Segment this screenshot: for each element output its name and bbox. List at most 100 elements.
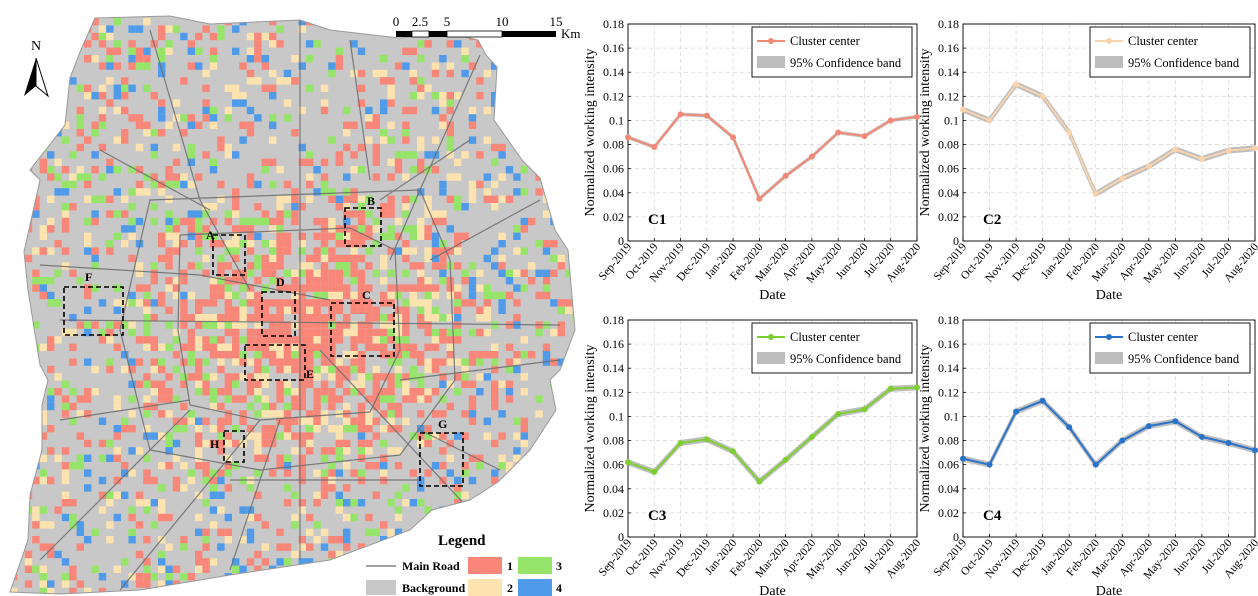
data-point bbox=[703, 112, 710, 119]
data-point bbox=[1172, 146, 1179, 153]
data-point bbox=[1066, 129, 1073, 136]
data-point bbox=[730, 134, 737, 141]
region-f-box bbox=[63, 286, 124, 336]
y-tick-label: 0.02 bbox=[603, 506, 624, 520]
data-point bbox=[625, 459, 631, 466]
data-point bbox=[1145, 423, 1152, 430]
legend-band-swatch bbox=[757, 56, 785, 68]
y-tick-label: 0.14 bbox=[603, 361, 624, 375]
data-point bbox=[1039, 93, 1046, 100]
y-tick-label: 0.16 bbox=[938, 41, 959, 55]
chart-c3: 00.020.040.060.080.10.120.140.160.18Sep-… bbox=[583, 313, 920, 596]
region-label-a: A bbox=[206, 228, 215, 242]
series-line bbox=[962, 399, 1256, 467]
region-label-c: C bbox=[362, 288, 371, 302]
data-point bbox=[986, 117, 993, 124]
chart-legend: Cluster center 95% Confidence band bbox=[751, 322, 913, 374]
y-tick-label: 0.02 bbox=[603, 210, 624, 224]
scale-bar: 0 2.5 5 10 15 Km bbox=[393, 14, 581, 41]
y-tick-label: 0.04 bbox=[938, 482, 959, 496]
legend-class-2-swatch bbox=[468, 579, 502, 596]
y-tick-label: 0 bbox=[953, 530, 959, 544]
legend-class-4-swatch bbox=[518, 579, 552, 596]
y-tick-label: 0.18 bbox=[603, 17, 624, 31]
chart-legend: Cluster center 95% Confidence band bbox=[1089, 26, 1251, 78]
data-point bbox=[808, 433, 815, 440]
panel-label: C4 bbox=[983, 508, 1002, 524]
region-labels: A B C D E F G H bbox=[85, 194, 447, 451]
y-tick-label: 0.1 bbox=[609, 113, 624, 127]
x-axis-label: Date bbox=[759, 288, 785, 300]
main-road-network bbox=[39, 20, 561, 591]
data-point bbox=[914, 113, 920, 120]
north-label: N bbox=[31, 39, 41, 54]
axes-frame bbox=[962, 319, 1256, 538]
legend-marker-swatch bbox=[768, 38, 774, 44]
legend-road-label: Main Road bbox=[402, 559, 460, 573]
y-tick-label: 0 bbox=[618, 234, 624, 248]
data-point bbox=[1066, 424, 1073, 431]
chart-c1: 00.020.040.060.080.10.120.140.160.18Sep-… bbox=[583, 17, 920, 300]
data-point bbox=[1119, 175, 1126, 182]
data-point bbox=[1013, 408, 1020, 415]
y-tick-label: 0.04 bbox=[603, 186, 624, 200]
chart-c2: 00.020.040.060.080.10.120.140.160.18Sep-… bbox=[918, 17, 1258, 300]
legend-box bbox=[751, 322, 913, 374]
y-tick-label: 0 bbox=[618, 530, 624, 544]
y-tick-label: 0.02 bbox=[938, 506, 959, 520]
y-tick-label: 0.1 bbox=[944, 113, 959, 127]
chart-legend: Cluster center 95% Confidence band bbox=[751, 26, 913, 78]
y-tick-label: 0.04 bbox=[603, 482, 624, 496]
map-grid-cells bbox=[10, 18, 575, 594]
scale-tick-15: 15 bbox=[550, 14, 563, 29]
data-point bbox=[1252, 145, 1258, 152]
data-point bbox=[986, 461, 993, 468]
panel-label: C3 bbox=[648, 508, 666, 524]
y-tick-label: 0.08 bbox=[938, 138, 959, 152]
cluster-map: N 0 2.5 5 10 15 Km A B C D E F G H Lege bbox=[9, 14, 581, 596]
region-e-box bbox=[244, 344, 306, 381]
data-point bbox=[1225, 147, 1232, 154]
legend-center-label: Cluster center bbox=[1128, 330, 1199, 344]
region-d-box bbox=[261, 291, 296, 337]
y-tick-label: 0.08 bbox=[603, 138, 624, 152]
legend-band-swatch bbox=[1095, 352, 1123, 364]
data-point bbox=[730, 448, 737, 455]
legend-box bbox=[1089, 322, 1251, 374]
legend-class-1-label: 1 bbox=[507, 559, 513, 573]
legend-band-swatch bbox=[757, 352, 785, 364]
data-point bbox=[782, 172, 789, 179]
data-point bbox=[1225, 439, 1232, 446]
series-line bbox=[627, 386, 918, 483]
data-point bbox=[861, 133, 868, 140]
axes-frame bbox=[962, 23, 1256, 242]
legend-band-label: 95% Confidence band bbox=[790, 56, 902, 70]
series-line bbox=[627, 113, 918, 201]
data-point bbox=[1119, 437, 1126, 444]
y-tick-label: 0.14 bbox=[938, 361, 959, 375]
data-point bbox=[1252, 447, 1258, 454]
y-tick-label: 0.12 bbox=[938, 89, 959, 103]
region-label-h: H bbox=[210, 437, 220, 451]
scale-unit: Km bbox=[561, 26, 581, 41]
y-tick-label: 0.14 bbox=[603, 65, 624, 79]
data-point bbox=[703, 436, 710, 443]
legend-class-3-swatch bbox=[518, 557, 552, 574]
y-tick-label: 0.1 bbox=[944, 409, 959, 423]
y-tick-label: 0.04 bbox=[938, 186, 959, 200]
data-point bbox=[1013, 81, 1020, 88]
legend-class-4-label: 4 bbox=[556, 581, 562, 595]
axes-frame bbox=[627, 319, 918, 538]
legend-band-swatch bbox=[1095, 56, 1123, 68]
legend-marker-swatch bbox=[1106, 38, 1112, 44]
legend-center-label: Cluster center bbox=[790, 330, 861, 344]
data-point bbox=[651, 143, 658, 150]
scale-tick-10: 10 bbox=[496, 14, 509, 29]
data-point bbox=[835, 129, 842, 136]
region-label-b: B bbox=[367, 194, 375, 208]
data-point bbox=[1039, 397, 1046, 404]
legend-background-label: Background bbox=[402, 581, 465, 595]
data-point bbox=[1092, 190, 1099, 197]
y-tick-label: 0.08 bbox=[938, 434, 959, 448]
data-point bbox=[887, 385, 894, 392]
